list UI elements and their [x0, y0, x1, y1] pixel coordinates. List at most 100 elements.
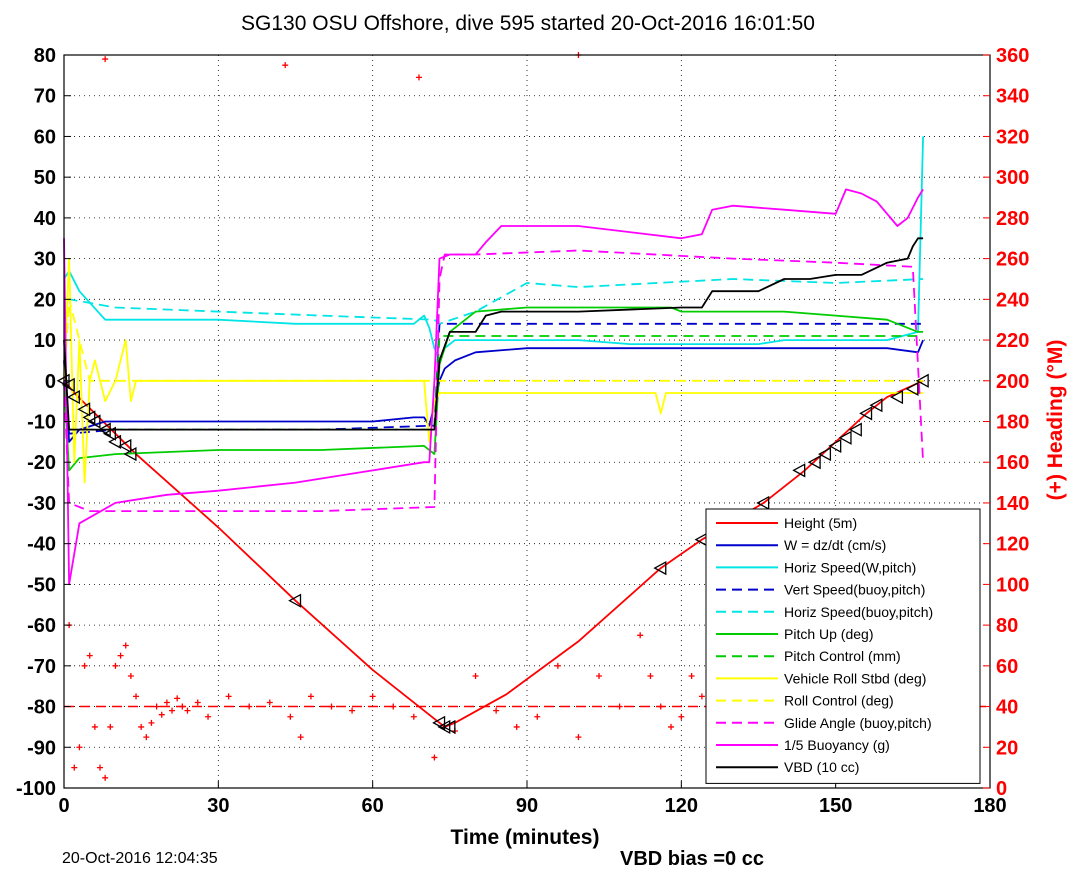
legend-label: Vehicle Roll Stbd (deg) — [784, 670, 926, 686]
legend-label: 1/5 Buoyancy (g) — [784, 737, 890, 753]
right-tick-label: 200 — [996, 371, 1029, 393]
triangle-marker — [66, 389, 80, 405]
heading-point — [513, 723, 520, 730]
legend-label: Vert Speed(buoy,pitch) — [784, 582, 925, 598]
right-tick-label: 120 — [996, 534, 1029, 556]
right-tick-label: 280 — [996, 208, 1029, 230]
triangle-marker — [890, 389, 904, 405]
right-tick-label: 260 — [996, 249, 1029, 271]
series-layer — [63, 136, 990, 728]
series-line — [63, 335, 924, 431]
triangle-marker — [442, 719, 456, 735]
series-line — [63, 339, 924, 443]
right-tick-label: 60 — [996, 656, 1018, 678]
series-line — [63, 306, 924, 472]
heading-point — [91, 723, 98, 730]
heading-point — [282, 62, 289, 69]
heading-point — [698, 693, 705, 700]
triangle-marker — [87, 414, 101, 429]
y-tick-label: -70 — [27, 656, 56, 678]
right-tick-label: 300 — [996, 167, 1029, 189]
right-tick-label: 360 — [996, 45, 1029, 67]
y-tick-label: 20 — [34, 289, 56, 311]
series-line — [63, 136, 924, 362]
triangle-marker — [653, 561, 667, 576]
heading-point — [328, 703, 335, 710]
legend-label: W = dz/dt (cm/s) — [784, 537, 886, 553]
triangle-markers — [56, 373, 929, 735]
heading-point — [169, 707, 176, 714]
heading-point — [472, 673, 479, 680]
triangle-marker — [818, 446, 832, 462]
triangle-marker — [437, 719, 451, 735]
heading-point — [431, 754, 438, 761]
series-line — [63, 249, 924, 513]
right-tick-label: 160 — [996, 452, 1029, 474]
triangle-marker — [838, 430, 852, 445]
heading-point — [266, 699, 273, 706]
right-tick-label: 340 — [996, 86, 1029, 108]
y-tick-label: -60 — [27, 615, 56, 637]
right-tick-label: 80 — [996, 615, 1018, 637]
heading-point — [246, 703, 253, 710]
heading-point — [153, 703, 160, 710]
heading-point — [369, 693, 376, 700]
right-tick-label: 40 — [996, 697, 1018, 719]
legend-box — [705, 508, 981, 784]
heading-point — [86, 652, 93, 659]
y-tick-label: 50 — [34, 167, 56, 189]
heading-point — [534, 713, 541, 720]
heading-point — [133, 693, 140, 700]
heading-point — [596, 673, 603, 680]
x-tick-label: 180 — [973, 795, 1006, 817]
triangle-marker — [859, 406, 873, 421]
heading-point — [688, 673, 695, 680]
heading-point — [102, 774, 109, 781]
right-tick-label: 140 — [996, 493, 1029, 515]
heading-point — [179, 703, 186, 710]
legend-label: VBD (10 cc) — [784, 759, 859, 775]
footer-timestamp: 20-Oct-2016 12:04:35 — [62, 850, 218, 867]
triangle-marker — [118, 438, 132, 454]
right-tick-label: 100 — [996, 574, 1029, 596]
legend-label: Pitch Up (deg) — [784, 626, 873, 642]
series-line — [63, 188, 924, 586]
series-line — [63, 298, 924, 382]
heading-point — [637, 632, 644, 639]
heading-point — [575, 734, 582, 741]
x-axis-label: Time (minutes) — [451, 826, 600, 849]
triangle-marker — [869, 398, 883, 413]
series-line — [63, 237, 924, 431]
heading-point — [297, 734, 304, 741]
chart-title: SG130 OSU Offshore, dive 595 started 20-… — [241, 12, 815, 35]
heading-point — [225, 693, 232, 700]
y-tick-label: 80 — [34, 45, 56, 67]
right-tick-label: 180 — [996, 412, 1029, 434]
heading-point — [657, 703, 664, 710]
y-tick-label: 60 — [34, 126, 56, 148]
x-tick-label: 90 — [516, 795, 538, 817]
heading-point — [102, 56, 109, 63]
triangle-marker — [915, 373, 929, 388]
y-tick-label: 70 — [34, 86, 56, 108]
triangle-marker — [756, 495, 770, 511]
heading-point — [184, 707, 191, 714]
y-tick-label: 30 — [34, 249, 56, 271]
heading-point — [668, 723, 675, 730]
y-tick-label: -90 — [27, 737, 56, 759]
triangle-marker — [82, 410, 96, 425]
legend-label: Horiz Speed(buoy,pitch) — [784, 604, 933, 620]
heading-point — [205, 713, 212, 720]
legend-label: Horiz Speed(W,pitch) — [784, 559, 916, 575]
x-tick-label: 150 — [819, 795, 852, 817]
x-tick-label: 120 — [665, 795, 698, 817]
legend-label: Roll Control (deg) — [784, 693, 894, 709]
y-tick-label: -50 — [27, 574, 56, 596]
y-tick-label: -40 — [27, 534, 56, 556]
right-tick-label: 240 — [996, 289, 1029, 311]
triangle-marker — [97, 422, 111, 437]
y-tick-label: -80 — [27, 697, 56, 719]
triangle-marker — [108, 434, 122, 449]
heading-point — [390, 703, 397, 710]
